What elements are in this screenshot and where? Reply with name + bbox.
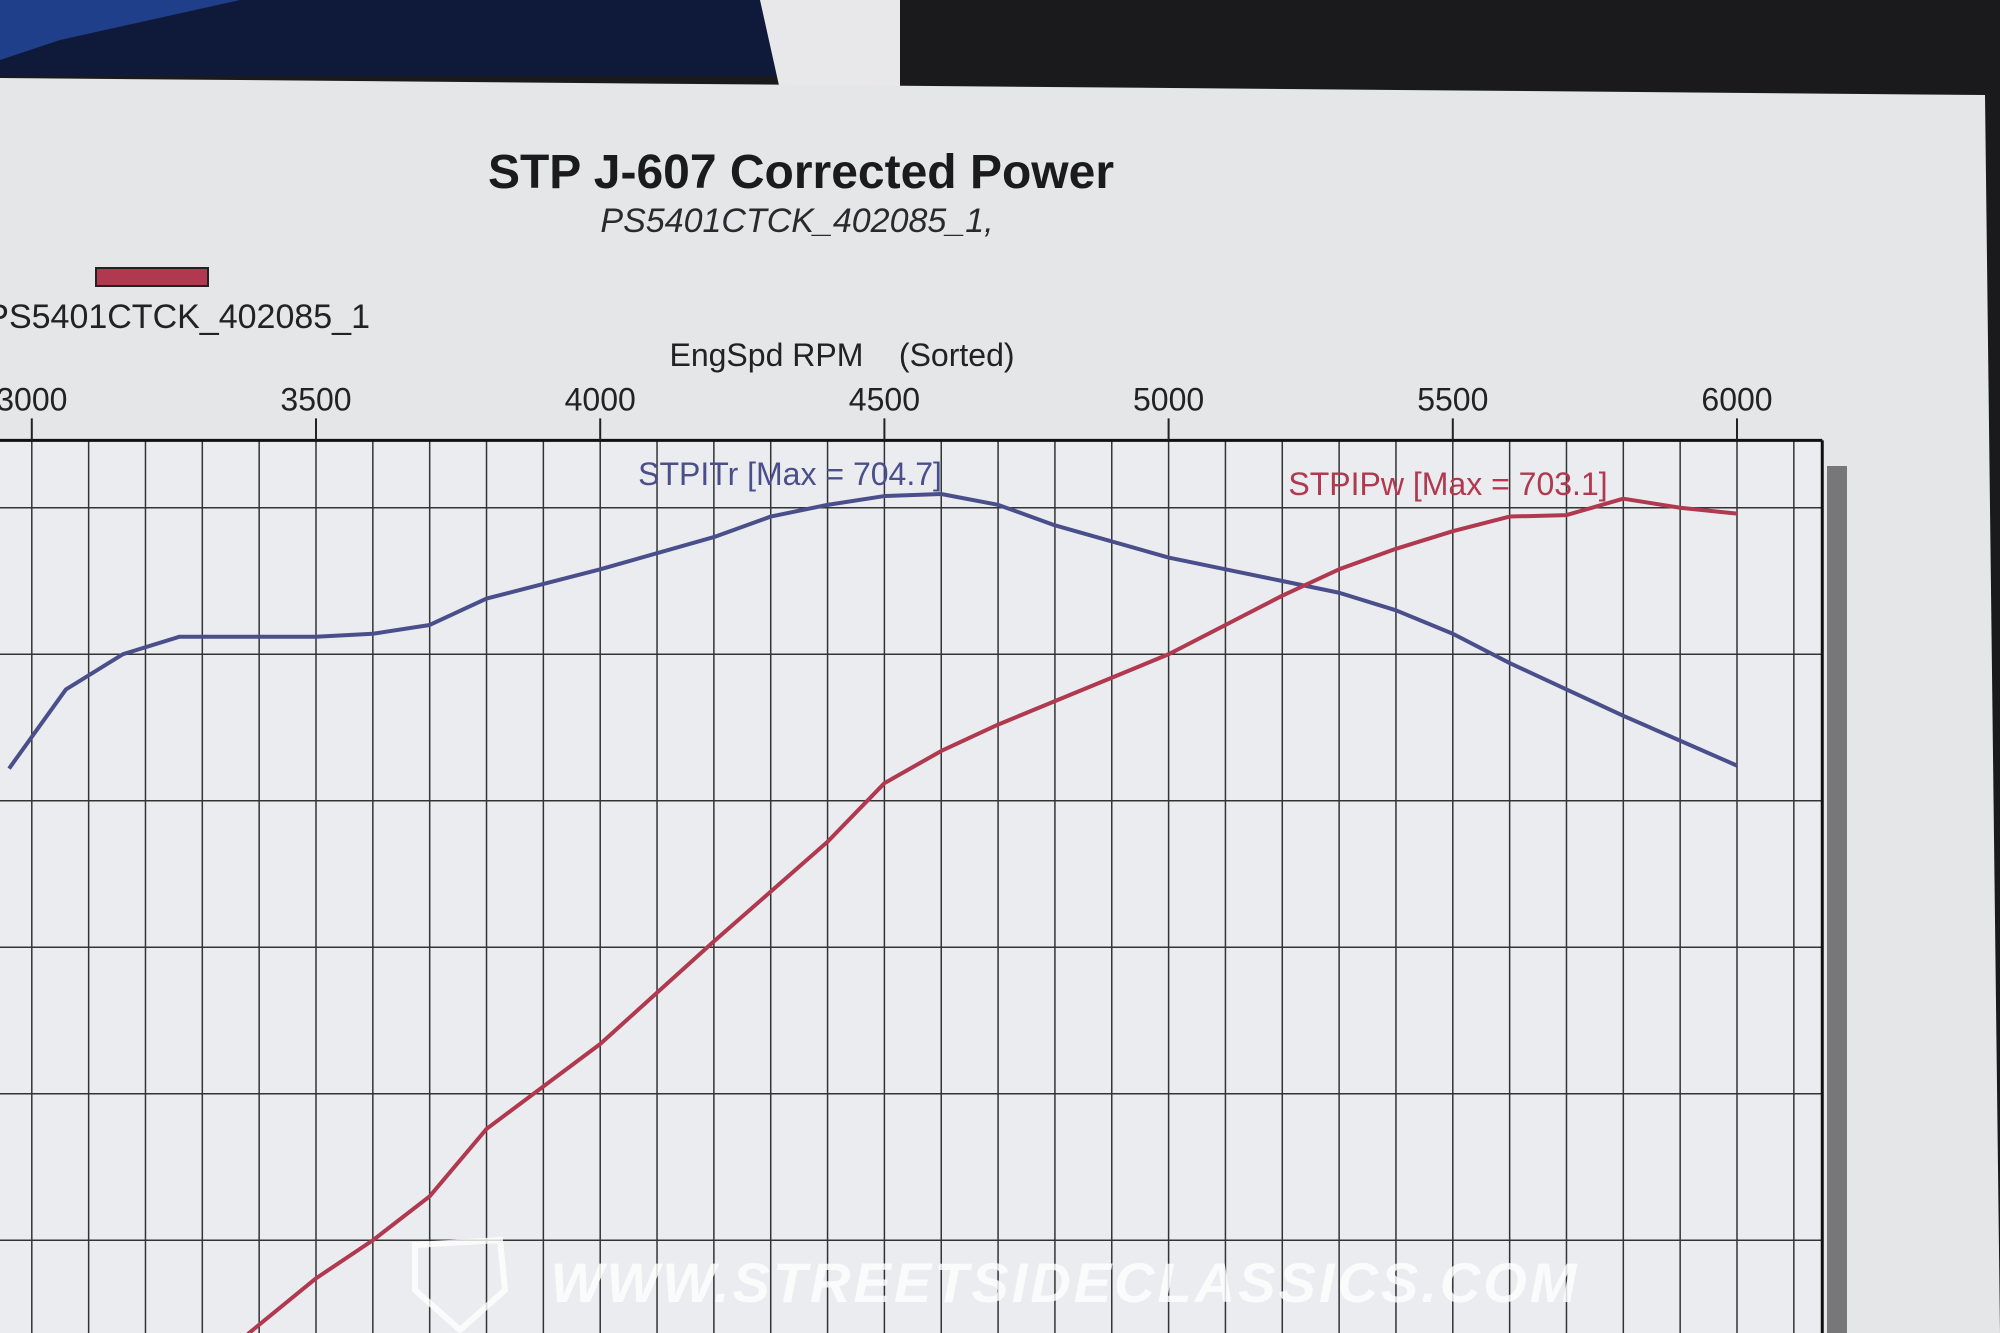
background-paper-stack: [760, 0, 900, 90]
chart-subtitle: PS5401CTCK_402085_1,: [600, 202, 993, 240]
plot-background: [0, 440, 1823, 1333]
x-tick-label: 3000: [0, 381, 67, 417]
background-folder: [0, 0, 900, 76]
x-tick-label: 5500: [1417, 381, 1488, 417]
plot-shadow: [1827, 466, 1847, 1333]
torque-series-line: [7, 492, 1738, 770]
series-label-power: STPIPw [Max = 703.1]: [1288, 466, 1607, 502]
legend-label: PS5401CTCK_402085_1: [0, 298, 370, 336]
x-tick-label: 6000: [1701, 381, 1772, 417]
x-tick-label: 4000: [565, 381, 636, 417]
watermark: WWW.STREETSIDECLASSICS.COM: [412, 1236, 1580, 1333]
power-series-line: [246, 496, 1738, 1333]
plot-area: 3000 3500 4000 4500 5000 5500 6000: [0, 381, 1824, 1333]
watermark-text: WWW.STREETSIDECLASSICS.COM: [551, 1251, 1580, 1314]
x-axis-label: EngSpd RPM (Sorted): [669, 337, 1014, 373]
legend-swatch: [95, 267, 209, 287]
watermark-logo-icon: [412, 1236, 509, 1333]
background-blue-sheet: [0, 0, 240, 60]
series-label-torque: STPITr [Max = 704.7]: [638, 456, 942, 492]
x-tick-label: 4500: [849, 381, 920, 417]
x-tick-label: 3500: [280, 381, 351, 417]
chart-title: STP J-607 Corrected Power: [488, 146, 1114, 199]
x-tick-label: 5000: [1133, 381, 1204, 417]
